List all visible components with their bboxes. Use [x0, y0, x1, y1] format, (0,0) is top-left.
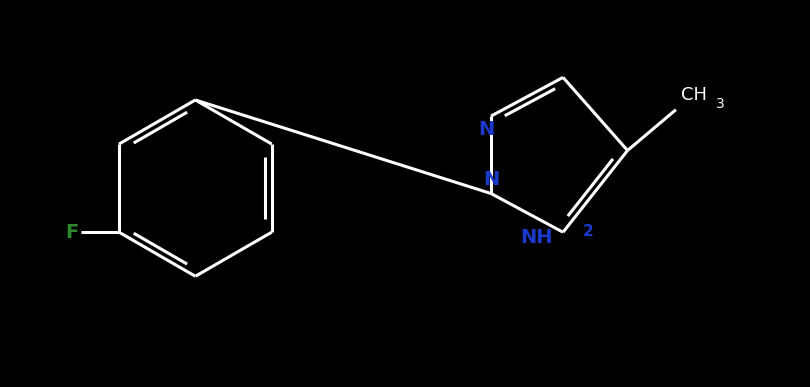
Text: N: N — [479, 120, 495, 139]
Text: N: N — [483, 170, 499, 189]
Text: 2: 2 — [582, 224, 593, 239]
Text: CH: CH — [681, 86, 707, 104]
Text: F: F — [65, 223, 79, 242]
Text: 3: 3 — [716, 97, 724, 111]
Text: NH: NH — [520, 228, 552, 247]
